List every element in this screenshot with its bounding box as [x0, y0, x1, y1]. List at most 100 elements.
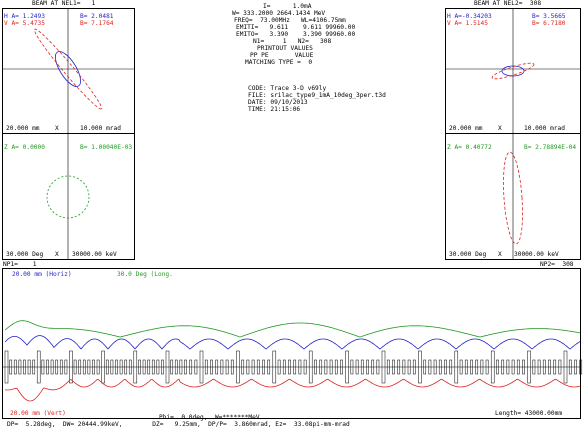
lattice-element — [69, 350, 73, 384]
lattice-element — [511, 359, 515, 375]
lattice-element — [386, 359, 390, 375]
vert-envelope-curve — [4, 378, 581, 402]
lattice-element — [438, 359, 442, 375]
left-v-beta: B= 7.1764 — [80, 20, 114, 27]
lattice-element — [119, 359, 123, 375]
lattice-element — [184, 359, 187, 375]
left-x-label: X — [55, 125, 59, 132]
lattice-element — [96, 359, 100, 375]
lattice-element — [449, 359, 453, 375]
lattice-element — [355, 359, 359, 375]
lattice-element — [532, 359, 536, 375]
lattice-element — [92, 359, 95, 375]
left-scale-mrad: 10.000 mrad — [80, 125, 121, 132]
beam-envelope-plot — [2, 268, 581, 419]
lattice-element — [329, 359, 333, 375]
lattice-element — [262, 359, 265, 375]
left-h-alpha: H A= 1.2493 — [4, 13, 45, 20]
lattice-element — [516, 359, 520, 375]
lattice-element — [334, 359, 338, 375]
lattice-element — [59, 359, 63, 375]
left-scale-deg: 30.000 Deg — [6, 251, 44, 258]
long-envelope-curve — [4, 320, 581, 338]
lattice-element — [324, 359, 328, 375]
lattice-element — [241, 359, 245, 375]
lattice-element — [454, 350, 459, 384]
lattice-element — [485, 359, 489, 375]
lattice-element — [314, 359, 317, 375]
lattice-element — [537, 359, 541, 375]
left-phase-panel — [2, 8, 135, 260]
lattice-element — [165, 350, 170, 384]
lattice-element — [360, 359, 364, 375]
printout-values: PRINTOUT VALUES — [257, 45, 313, 52]
emittance-out: EMITO= 3.390 3.390 99960.00 — [236, 31, 356, 38]
right-v-alpha: V A= 1.5145 — [447, 20, 488, 27]
beam-spread-readout: DP= 5.28deg, DW= 20444.99keV, DZ= 9.25mm… — [7, 421, 350, 428]
lattice-element — [46, 359, 49, 375]
lattice-element — [204, 359, 208, 375]
lattice-element — [246, 359, 250, 375]
left-v-alpha: V A= 5.4735 — [4, 20, 45, 27]
lattice-element — [161, 359, 164, 375]
lattice-element — [73, 359, 77, 375]
lattice-element — [527, 350, 531, 384]
left-z-beta: B= 1.00040E-03 — [80, 144, 133, 151]
right-long-ellipse — [503, 151, 523, 245]
run-time: TIME: 21:15:06 — [248, 106, 301, 113]
right-v-beta: B= 6.7180 — [532, 20, 566, 27]
lattice-element — [308, 350, 313, 384]
lattice-element — [115, 359, 118, 375]
lattice-element — [110, 359, 114, 375]
lattice-element — [50, 359, 54, 375]
lattice-element — [9, 359, 13, 375]
right-x-label: X — [498, 125, 502, 132]
long-scale-label: 30.0 Deg (Long. — [117, 271, 173, 278]
right-scale-kev: 30000.00 keV — [514, 251, 559, 258]
lattice-element — [470, 359, 473, 375]
lattice-element — [225, 359, 229, 375]
left-scale-mm: 20.000 mm — [6, 125, 40, 132]
emittance-in: EMITI= 9.611 9.611 99960.00 — [236, 24, 356, 31]
lattice-element — [298, 359, 302, 375]
beam-frequency: FREQ= 73.00MHz WL=4106.75mm — [234, 17, 346, 24]
lattice-element — [124, 359, 128, 375]
np2-label: NP2= 308 — [540, 261, 574, 268]
lattice-element — [199, 350, 204, 384]
lattice-element — [256, 359, 260, 375]
lattice-element — [194, 359, 198, 375]
lattice-element — [32, 359, 36, 375]
lattice-element — [553, 359, 557, 375]
lattice-element — [475, 359, 479, 375]
lattice-length: Length= 43000.00mm — [495, 410, 563, 417]
lattice-element — [78, 359, 82, 375]
lattice-element — [345, 350, 349, 384]
phase-energy-readout: Phi= 0.0deg, W=*******MeV — [159, 414, 260, 421]
right-h-beta: B= 3.5665 — [532, 13, 566, 20]
lattice-element — [579, 359, 583, 375]
lattice-element — [402, 359, 406, 375]
lattice-element — [574, 359, 577, 375]
lattice-element — [174, 359, 178, 375]
element-range: N1= 1 N2= 308 — [253, 38, 332, 45]
lattice-element — [13, 359, 17, 375]
right-scale-deg: 30.000 Deg — [449, 251, 487, 258]
lattice-element — [418, 350, 422, 384]
lattice-element — [288, 359, 291, 375]
lattice-element — [319, 359, 323, 375]
lattice-element — [496, 359, 499, 375]
lattice-element — [220, 359, 224, 375]
lattice-element — [138, 359, 141, 375]
lattice-element — [522, 359, 525, 375]
lattice-element — [303, 359, 307, 375]
lattice-element — [101, 350, 105, 384]
left-h-beta: B= 2.0481 — [80, 13, 114, 20]
lattice-element — [397, 359, 401, 375]
lattice-element — [272, 350, 277, 384]
lattice-element — [568, 359, 572, 375]
lattice-element — [558, 359, 562, 375]
matching-type: MATCHING TYPE = 0 — [245, 59, 313, 66]
lattice-element — [156, 359, 160, 375]
right-phase-panel — [445, 8, 581, 260]
